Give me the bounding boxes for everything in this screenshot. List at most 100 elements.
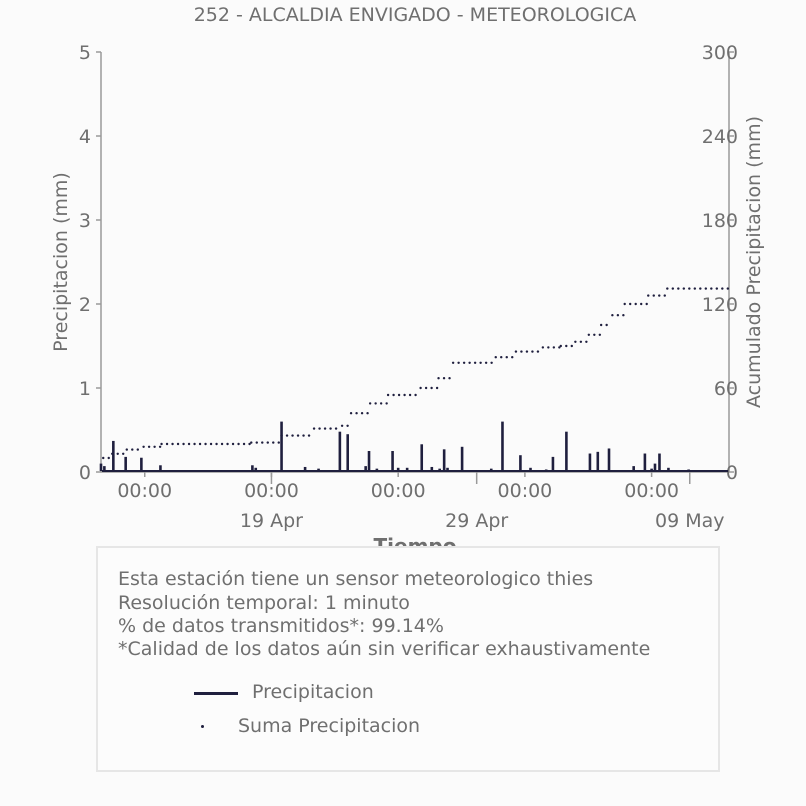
cumulative-dot [272, 441, 275, 444]
cumulative-dot [666, 287, 669, 290]
cumulative-dot [291, 434, 294, 437]
cumulative-dot [116, 452, 119, 455]
legend-line-swatch [194, 692, 238, 695]
chart-title: 252 - ALCALDIA ENVIGADO - METEOROLOGICA [194, 4, 637, 26]
y-axis-label: Precipitacion (mm) [50, 172, 72, 352]
info-transmitted-line: % de datos transmitidos*: 99.14% [118, 615, 444, 637]
cumulative-dot [397, 393, 401, 397]
right-tick-label: 60 [714, 378, 738, 400]
cumulative-dot [403, 393, 406, 397]
cumulative-dot [587, 333, 591, 336]
legend-item-suma: Suma Precipitacion [238, 715, 421, 737]
cumulative-dot [107, 456, 110, 460]
x-tick-time-label: 00:00 [371, 480, 426, 502]
cumulative-dot [677, 287, 680, 290]
left-tick-label: 1 [79, 378, 91, 400]
cumulative-dot [158, 445, 162, 448]
cumulative-dot [392, 393, 395, 397]
cumulative-dot [629, 302, 632, 306]
right-tick-label: 120 [702, 294, 738, 316]
cumulative-dot [437, 377, 440, 380]
cumulative-dot [312, 427, 316, 430]
cumulative-dot [102, 456, 105, 460]
left-tick-label: 4 [79, 126, 91, 148]
cumulative-dot [559, 344, 562, 348]
cumulative-dot [490, 361, 493, 364]
left-axis-ticks: 0 1 2 3 4 5 [79, 42, 101, 484]
cumulative-dot [182, 442, 185, 446]
cumulative-dot [379, 402, 383, 405]
right-axis-ticks: 0 60 120 180 240 300 [702, 42, 738, 484]
cumulative-dot [715, 287, 719, 290]
cumulative-dot [514, 350, 518, 353]
x-tick-time-label: 00:00 [117, 480, 172, 502]
cumulative-dot [323, 427, 327, 430]
cumulative-dot [473, 361, 477, 364]
cumulative-dot [570, 344, 573, 348]
cumulative-dot [280, 434, 283, 437]
cumulative-dot [531, 350, 534, 353]
cumulative-dot [640, 302, 643, 306]
cumulative-dot [193, 442, 196, 446]
cumulative-dot [318, 427, 321, 430]
cumulative-dot [599, 323, 603, 327]
cumulative-dot [547, 346, 550, 349]
cumulative-dot [552, 346, 556, 349]
cumulative-dot [605, 323, 608, 327]
cumulative-dot [340, 424, 344, 427]
x-tick-date-label: 19 Apr [240, 510, 303, 532]
cumulative-dot [457, 361, 460, 364]
cumulative-dot [479, 361, 482, 364]
cumulative-dot [579, 340, 583, 343]
cumulative-dot [171, 442, 174, 446]
cumulative-dot [368, 402, 372, 405]
cumulative-dot [346, 424, 349, 427]
cumulative-dot [448, 377, 451, 380]
cumulative-dot [215, 442, 218, 446]
cumulative-dot [623, 302, 626, 306]
legend-dot-swatch [201, 725, 204, 728]
info-quality-line: *Calidad de los datos aún sin verificar … [118, 638, 651, 660]
cumulative-dot [484, 361, 488, 364]
cumulative-dot [710, 287, 713, 290]
cumulative-dot [366, 412, 369, 415]
cumulative-dot [385, 402, 388, 405]
right-tick-label: 180 [702, 210, 738, 232]
cumulative-dot [204, 442, 207, 446]
x-tick-date-label: 29 Apr [445, 510, 508, 532]
cumulative-dot [634, 302, 637, 306]
cumulative-dot [500, 356, 503, 359]
cumulative-dot [198, 442, 202, 446]
cumulative-dot [435, 386, 439, 390]
cumulative-dot [658, 294, 661, 297]
cumulative-dot [360, 412, 364, 415]
cumulative-dot [442, 377, 446, 380]
cumulative-dot [541, 346, 545, 349]
cumulative-dot [671, 287, 675, 290]
cumulative-dot [131, 448, 134, 451]
cumulative-dot [622, 314, 625, 317]
left-tick-label: 2 [79, 294, 91, 316]
cumulative-dot [494, 356, 497, 359]
x-tick-time-label: 00:00 [244, 480, 299, 502]
cumulative-dot [525, 350, 529, 353]
cumulative-dot [647, 294, 650, 297]
cumulative-dot [255, 441, 258, 444]
right-tick-label: 300 [702, 42, 738, 64]
right-tick-label: 0 [726, 462, 738, 484]
cumulative-dot [574, 340, 577, 343]
cumulative-dot [261, 441, 264, 444]
cumulative-dot [419, 386, 422, 390]
cumulative-dot [462, 361, 466, 364]
cumulative-dot [688, 287, 691, 290]
cumulative-dot [160, 442, 163, 446]
cumulative-dot [220, 442, 224, 446]
cumulative-dot [187, 442, 191, 446]
cumulative-dot [451, 361, 455, 364]
cumulative-dot [386, 393, 390, 397]
cumulative-dot [585, 340, 588, 343]
info-sensor-line: Esta estación tiene un sensor meteorolog… [118, 568, 594, 590]
cumulative-dot [176, 442, 180, 446]
right-tick-label: 240 [702, 126, 738, 148]
cumulative-dot [536, 350, 540, 353]
